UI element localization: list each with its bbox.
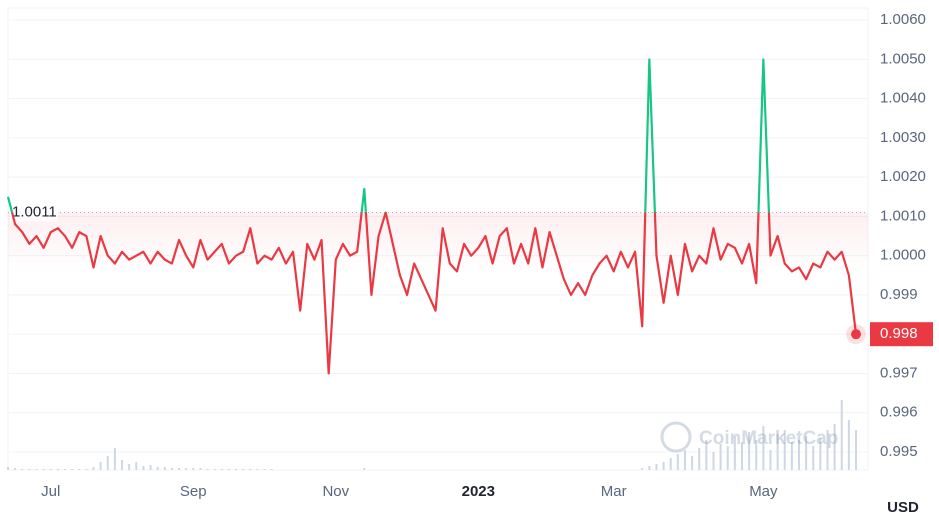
volume-bar <box>726 446 729 470</box>
volume-bar <box>199 468 202 470</box>
x-tick-label: May <box>749 483 778 500</box>
volume-bar <box>227 469 230 470</box>
volume-bar <box>256 469 259 470</box>
volume-bar <box>855 430 857 470</box>
volume-bar <box>712 452 715 470</box>
volume-bar <box>812 446 815 470</box>
volume-bar <box>691 456 694 470</box>
volume-bar <box>106 456 109 470</box>
currency-label: USD <box>887 499 919 516</box>
last-value-label: 0.998 <box>880 325 918 342</box>
volume-bar <box>163 467 166 470</box>
volume-bar <box>776 434 779 470</box>
x-tick-label: Mar <box>601 483 627 500</box>
volume-bar <box>669 458 672 470</box>
price-line-below <box>10 212 858 375</box>
volume-bar <box>99 462 102 470</box>
y-tick-label: 1.0040 <box>880 90 926 107</box>
x-tick-label: Sep <box>180 483 207 500</box>
volume-bar <box>263 469 266 470</box>
volume-bar <box>797 440 800 470</box>
last-point <box>851 329 861 340</box>
volume-bar <box>71 469 74 470</box>
volume-bar <box>805 436 808 470</box>
volume-bar <box>790 442 793 470</box>
volume-bar <box>220 469 223 470</box>
volume-bar <box>847 420 850 470</box>
volume-bar <box>85 469 88 470</box>
volume-bar <box>78 469 81 470</box>
watermark-text: CoinMarketCap <box>699 428 838 449</box>
volume-bar <box>121 460 124 470</box>
y-tick-label: 0.995 <box>880 443 918 460</box>
volume-bar <box>719 444 722 470</box>
volume-bar <box>648 466 651 470</box>
volume-bar <box>21 469 24 470</box>
x-tick-label: Nov <box>322 483 349 500</box>
volume-bar <box>128 464 131 470</box>
volume-bar <box>14 468 17 470</box>
volume-bar <box>819 438 822 470</box>
reference-shade <box>8 212 868 273</box>
volume-bar <box>28 469 31 470</box>
volume-bar <box>740 442 743 470</box>
volume-bar <box>113 448 116 470</box>
volume-bar <box>826 430 829 470</box>
volume-bar <box>733 436 736 470</box>
volume-bar <box>35 469 38 470</box>
y-tick-label: 0.999 <box>880 286 918 303</box>
volume-bar <box>840 400 843 470</box>
volume-bar <box>142 466 145 470</box>
volume-bar <box>705 440 708 470</box>
volume-bar <box>641 468 644 470</box>
watermark-logo <box>660 421 692 453</box>
volume-bar <box>783 430 786 470</box>
volume-bar <box>249 469 252 470</box>
volume-bar <box>206 469 209 470</box>
volume-bar <box>762 426 765 470</box>
volume-bar <box>170 468 173 470</box>
y-tick-label: 1.0030 <box>880 129 926 146</box>
y-tick-label: 1.0010 <box>880 207 926 224</box>
reference-label: 1.0011 <box>12 203 57 220</box>
volume-bar <box>156 467 159 470</box>
y-tick-label: 1.0050 <box>880 50 926 67</box>
volume-bar <box>755 440 758 470</box>
volume-bar <box>135 462 138 470</box>
watermark: CoinMarketCap <box>660 421 838 453</box>
y-tick-label: 0.997 <box>880 364 918 381</box>
y-tick-label: 1.0000 <box>880 247 926 264</box>
y-tick-label: 0.996 <box>880 404 918 421</box>
volume-bar <box>185 468 188 470</box>
volume-bar <box>149 465 152 470</box>
last-value-badge <box>870 322 933 347</box>
y-tick-label: 1.0020 <box>880 168 926 185</box>
volume-bar <box>833 424 836 470</box>
volume-bar <box>7 467 9 470</box>
x-tick-label: 2023 <box>462 483 495 500</box>
volume-bar <box>42 469 45 470</box>
volume-bar <box>242 469 245 470</box>
volume-bar <box>363 468 366 470</box>
volume-bar <box>769 450 772 470</box>
volume-bar <box>270 469 273 470</box>
volume-bar <box>192 468 195 470</box>
volume-bar <box>662 462 665 470</box>
volume-bar <box>235 469 238 470</box>
volume-bar <box>92 467 95 470</box>
volume-bar <box>213 469 216 470</box>
volume-bar <box>698 448 701 470</box>
x-tick-label: Jul <box>41 483 60 500</box>
volume-bar <box>676 454 679 470</box>
volume-bar <box>178 468 181 470</box>
volume-bar <box>49 469 52 470</box>
volume-bar <box>748 432 751 470</box>
volume-bar <box>683 450 686 470</box>
volume-bar <box>64 469 67 470</box>
reference-label-bg <box>10 203 58 222</box>
y-tick-label: 1.0060 <box>880 11 926 28</box>
volume-bar <box>56 469 59 470</box>
volume-bar <box>655 464 658 470</box>
